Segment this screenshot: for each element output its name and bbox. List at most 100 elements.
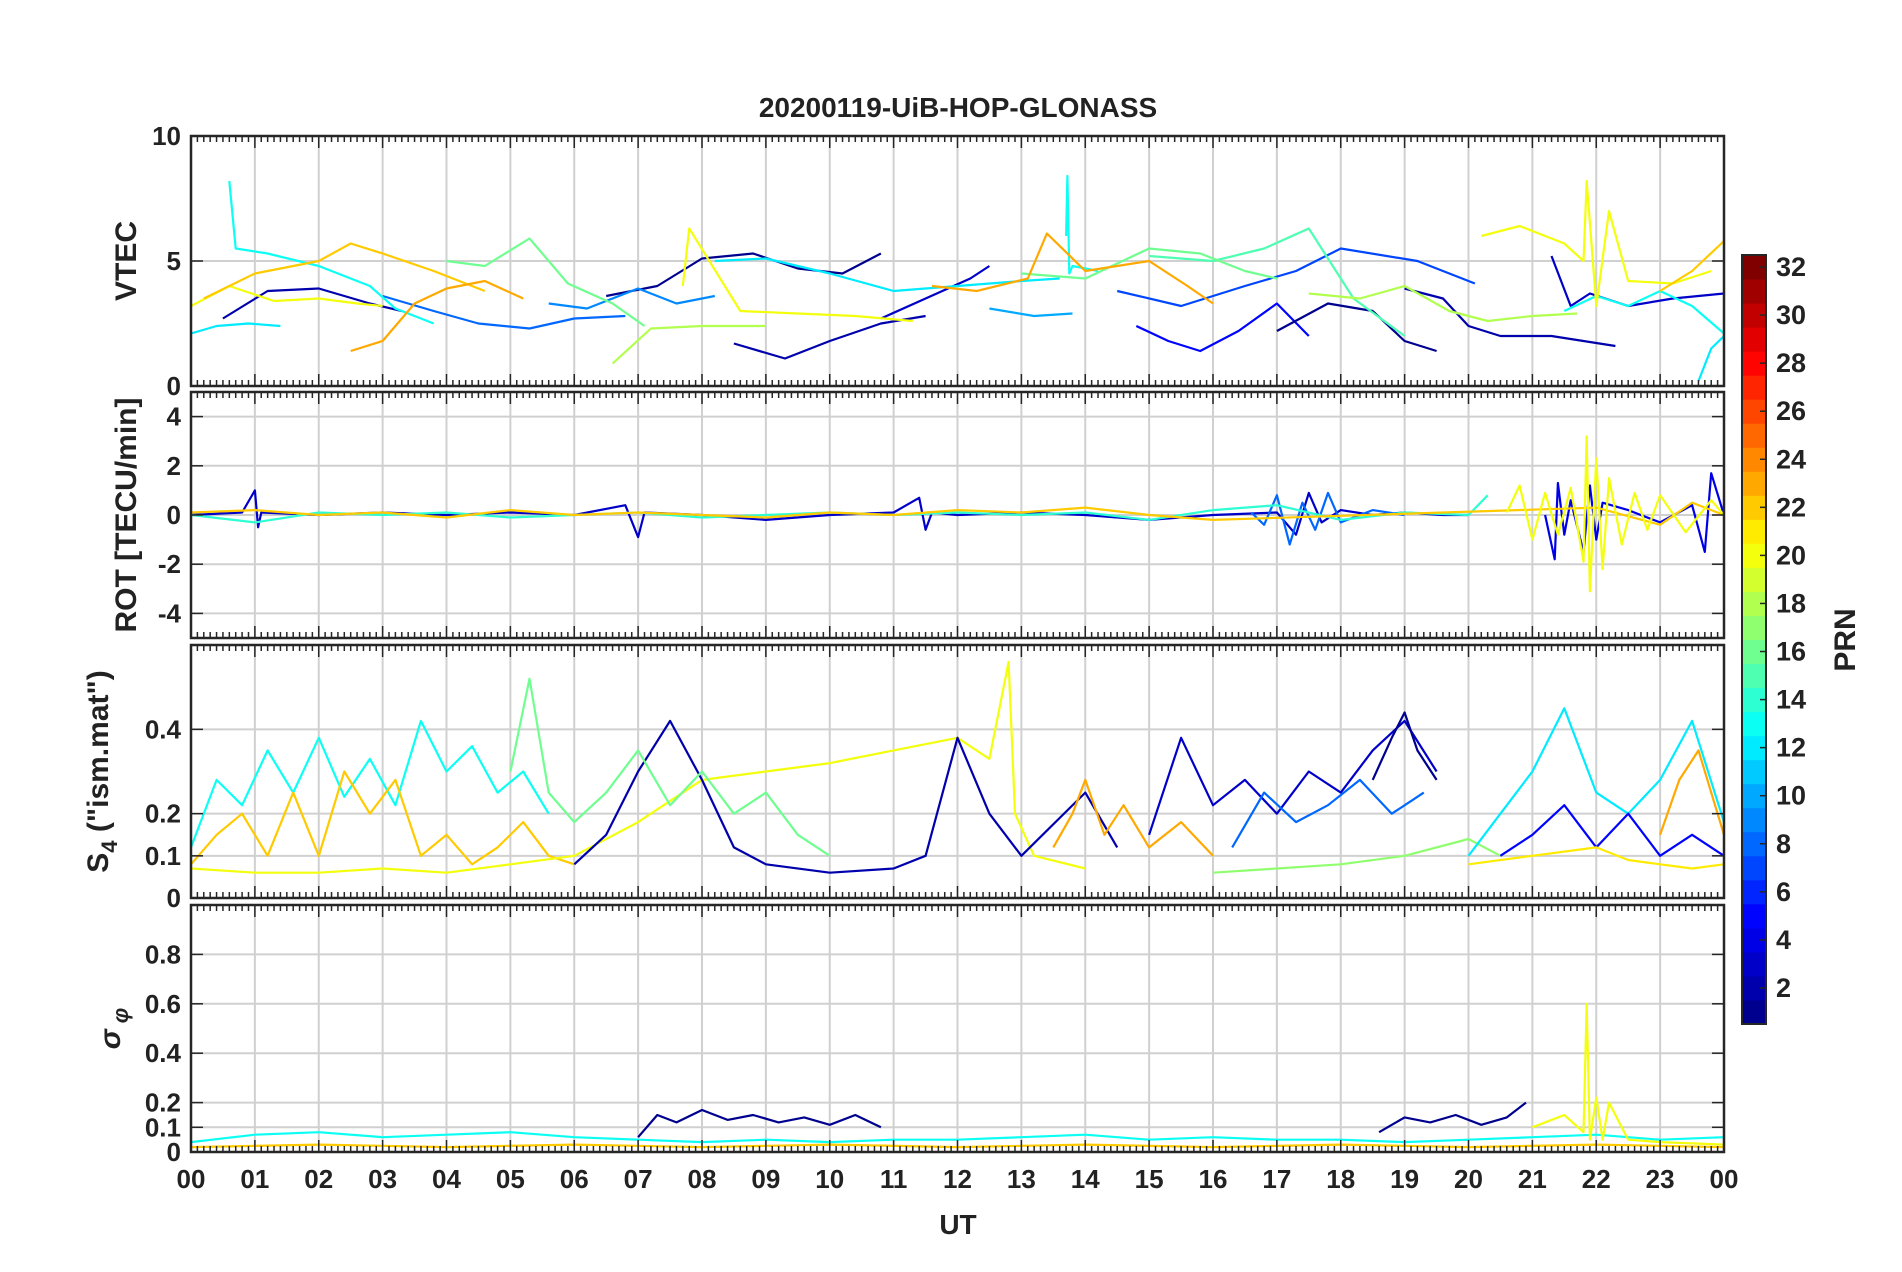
y-tick-label: 2 xyxy=(167,451,181,481)
series-prn-23 xyxy=(1052,778,1214,857)
y-tick-label: 0.4 xyxy=(145,1038,182,1068)
series-prn-22 xyxy=(1659,240,1724,292)
colorbar-band xyxy=(1742,615,1766,640)
series-prn-22 xyxy=(203,242,486,300)
colorbar-band xyxy=(1742,951,1766,977)
colorbar-band xyxy=(1742,279,1766,304)
series-prn-10 xyxy=(989,307,1073,318)
y-tick-label: 0.4 xyxy=(145,714,182,744)
x-tick-label: 14 xyxy=(1071,1164,1100,1194)
colorbar-tick-label: 26 xyxy=(1776,396,1806,426)
series-prn-1 xyxy=(1371,711,1438,781)
colorbar-tick-label: 10 xyxy=(1776,781,1806,811)
colorbar-tick-label: 30 xyxy=(1776,300,1806,330)
colorbar-band xyxy=(1742,519,1766,544)
colorbar-tick-label: 20 xyxy=(1776,540,1806,570)
x-tick-label: 18 xyxy=(1326,1164,1355,1194)
series-prn-13 xyxy=(191,1131,1724,1144)
series-prn-2 xyxy=(733,314,926,360)
colorbar-tick-label: 18 xyxy=(1776,588,1806,618)
x-tick-label: 08 xyxy=(688,1164,717,1194)
colorbar-band xyxy=(1742,471,1766,496)
series-prn-22 xyxy=(191,501,1724,526)
x-tick-label: 20 xyxy=(1454,1164,1483,1194)
y-tick-label: 0 xyxy=(167,1137,181,1167)
panel-rot: -4 -2 0 2 4 ROT [TECU/min] xyxy=(110,390,1726,640)
colorbar-tick-label: 22 xyxy=(1776,492,1806,522)
series-prn-16 xyxy=(1021,247,1278,280)
colorbar-band xyxy=(1742,759,1766,785)
series-prn-16 xyxy=(509,677,831,857)
y-tick-label: 0 xyxy=(167,371,181,401)
series-prn-7 xyxy=(1116,247,1476,308)
colorbar-tick-label: 2 xyxy=(1776,973,1791,1003)
x-tick-label: 10 xyxy=(815,1164,844,1194)
y-tick-label: 0.2 xyxy=(145,1088,181,1118)
series-prn-1 xyxy=(605,252,882,298)
y-tick-label: 0 xyxy=(167,883,181,913)
series-prn-17 xyxy=(1212,837,1501,874)
panel-s4: 0 0.1 0.2 0.4 S4 ("ism.mat") xyxy=(82,643,1726,913)
x-axis-label: UT xyxy=(939,1209,976,1240)
y-tick-label: 10 xyxy=(152,121,181,151)
series-prn-2 xyxy=(1404,287,1616,348)
x-tick-label: 02 xyxy=(304,1164,333,1194)
chart-title: 20200119-UiB-HOP-GLONASS xyxy=(759,92,1157,123)
y-axis-label-rot: ROT [TECU/min] xyxy=(110,398,143,633)
x-tick-label: 15 xyxy=(1135,1164,1164,1194)
series-prn-20 xyxy=(681,227,913,323)
series-prn-13 xyxy=(1563,289,1724,335)
x-tick-label: 17 xyxy=(1262,1164,1291,1194)
series-prn-5 xyxy=(1135,302,1310,353)
series-prn-18 xyxy=(1308,284,1578,323)
colorbar-band xyxy=(1742,663,1766,689)
colorbar-band xyxy=(1742,999,1766,1025)
colorbar-tick-label: 16 xyxy=(1776,637,1806,667)
series-prn-22 xyxy=(191,770,575,866)
series-prn-9 xyxy=(548,287,716,310)
colorbar-band xyxy=(1742,903,1766,929)
colorbar-label: PRN xyxy=(1829,608,1862,671)
series-prn-1 xyxy=(1276,302,1437,353)
series-prn-21 xyxy=(1468,846,1724,870)
x-tick-label: 00 xyxy=(1710,1164,1739,1194)
series-prn-2 xyxy=(573,719,1119,874)
series-prn-18 xyxy=(611,324,766,365)
x-tick-label: 07 xyxy=(624,1164,653,1194)
x-tick-label: 12 xyxy=(943,1164,972,1194)
colorbar-tick-label: 14 xyxy=(1776,685,1806,715)
series-prn-12 xyxy=(1697,335,1724,382)
colorbar-tick-label: 32 xyxy=(1776,252,1806,282)
colorbar-band xyxy=(1742,375,1766,400)
series-prn-4 xyxy=(1544,472,1724,561)
x-tick-label: 03 xyxy=(368,1164,397,1194)
series-prn-13 xyxy=(191,719,550,848)
series-prn-23 xyxy=(931,232,1214,305)
colorbar-band xyxy=(1742,327,1766,352)
y-tick-label: 0.1 xyxy=(145,1112,181,1142)
x-tick-label: 01 xyxy=(240,1164,269,1194)
colorbar-tick-label: 6 xyxy=(1776,877,1791,907)
series-prn-1 xyxy=(637,1108,882,1138)
x-tick-label: 05 xyxy=(496,1164,525,1194)
colorbar-band xyxy=(1742,711,1766,737)
y-tick-label: 0 xyxy=(167,500,181,530)
series-prn-12 xyxy=(191,322,281,335)
y-tick-label: -2 xyxy=(158,549,181,579)
y-tick-label: 0.2 xyxy=(145,799,181,829)
y-axis-label-sigma: σ φ xyxy=(94,1008,133,1050)
series-prn-23 xyxy=(350,279,524,353)
colorbar-tick-label: 28 xyxy=(1776,348,1806,378)
x-tick-label: 04 xyxy=(432,1164,461,1194)
x-tick-label: 13 xyxy=(1007,1164,1036,1194)
x-tick-label: 11 xyxy=(880,1164,908,1194)
x-tick-label: 09 xyxy=(751,1164,780,1194)
colorbar-band xyxy=(1742,855,1766,881)
colorbar-frame xyxy=(1741,254,1767,1025)
x-tick-label: 19 xyxy=(1390,1164,1419,1194)
colorbar-band xyxy=(1742,807,1766,833)
series-prn-3 xyxy=(1148,719,1438,836)
y-tick-label: 0.6 xyxy=(145,989,181,1019)
colorbar-tick-label: 8 xyxy=(1776,829,1791,859)
